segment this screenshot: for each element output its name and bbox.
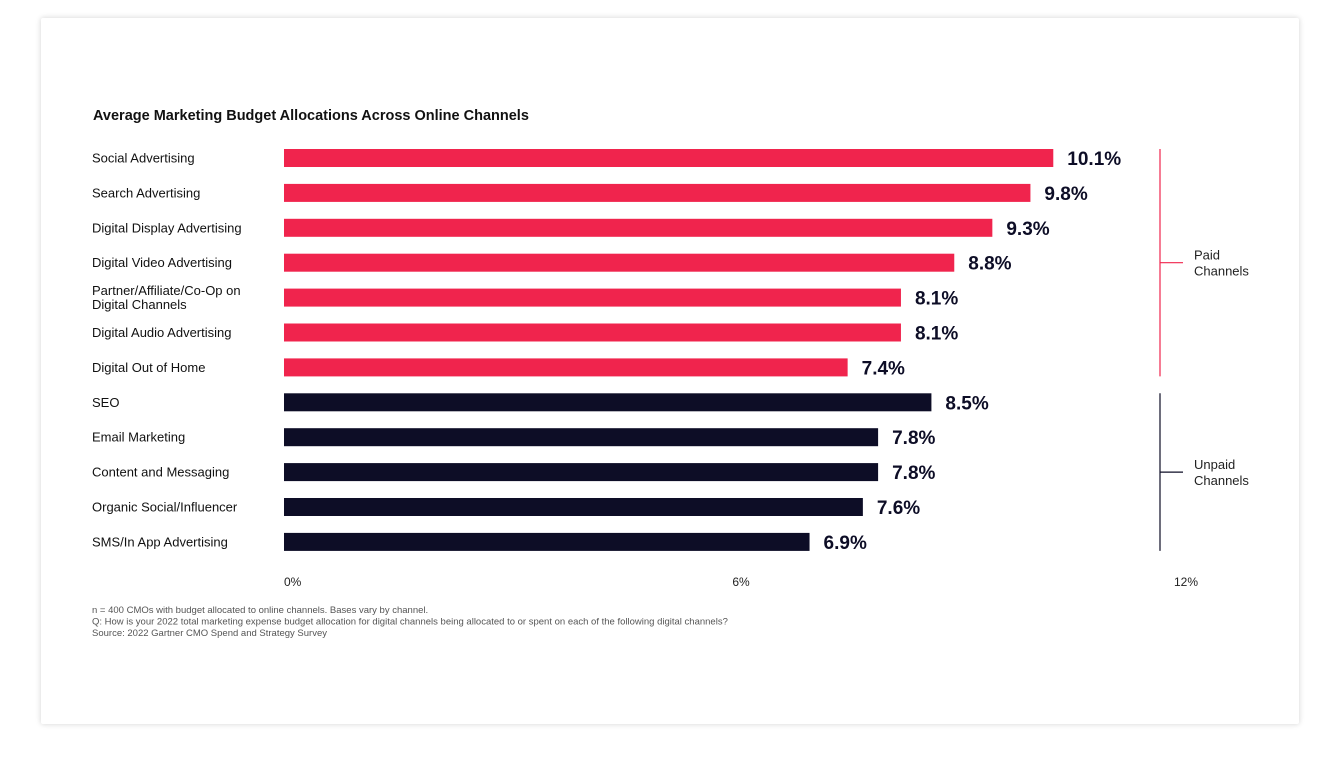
value-label: 8.1%	[915, 324, 958, 345]
bar	[284, 149, 1054, 167]
category-label: Organic Social/Influencer	[92, 500, 238, 515]
x-tick-label: 12%	[1174, 575, 1198, 589]
chart-card: Average Marketing Budget Allocations Acr…	[41, 18, 1299, 724]
bar	[284, 183, 1031, 202]
value-label: 9.8%	[1044, 184, 1087, 205]
bar	[284, 358, 848, 377]
x-axis-ticks: 0% 6% 12%	[284, 575, 1198, 589]
bar	[284, 253, 955, 272]
value-label: 7.4%	[862, 358, 905, 379]
value-label: 6.9%	[824, 533, 867, 554]
value-label: 10.1%	[1067, 149, 1121, 170]
category-label: Digital Audio Advertising	[92, 325, 231, 340]
bar	[284, 498, 863, 516]
bar	[284, 532, 810, 551]
x-tick-label: 6%	[732, 575, 750, 589]
category-label: SMS/In App Advertising	[92, 534, 228, 549]
bar	[284, 323, 901, 342]
value-label: 8.8%	[968, 254, 1011, 275]
bar	[284, 463, 879, 482]
bar	[284, 428, 879, 447]
value-label: 8.5%	[945, 393, 988, 414]
category-label: Partner/Affiliate/Co-Op on Digital Channe…	[92, 283, 241, 312]
group-brackets: Paid Channels Unpaid Channels	[1159, 149, 1249, 551]
bar	[284, 218, 993, 237]
category-label: Search Advertising	[92, 185, 200, 200]
category-label: SEO	[92, 395, 119, 410]
category-label: Social Advertising	[92, 151, 195, 166]
footnote-line: n = 400 CMOs with budget allocated to on…	[92, 605, 428, 616]
value-label: 7.8%	[892, 463, 935, 484]
x-tick-label: 0%	[284, 575, 302, 589]
chart-title: Average Marketing Budget Allocations Acr…	[93, 108, 529, 124]
bar	[284, 393, 932, 412]
footnotes: n = 400 CMOs with budget allocated to on…	[92, 605, 728, 639]
category-label: Content and Messaging	[92, 465, 229, 480]
bar-chart: Average Marketing Budget Allocations Acr…	[92, 108, 1249, 639]
footnote-line: Source: 2022 Gartner CMO Spend and Strat…	[92, 628, 327, 639]
bar	[284, 288, 901, 307]
value-label: 8.1%	[915, 289, 958, 310]
bars-group: Social Advertising 10.1% Search Advertisin…	[92, 149, 1121, 554]
group-label: Unpaid Channels	[1194, 457, 1249, 488]
category-label: Email Marketing	[92, 430, 185, 445]
footnote-line: Q: How is your 2022 total marketing expe…	[92, 617, 728, 628]
value-label: 9.3%	[1006, 219, 1049, 240]
category-label: Digital Display Advertising	[92, 220, 242, 235]
value-label: 7.8%	[892, 428, 935, 449]
group-label: Paid Channels	[1194, 248, 1249, 279]
category-label: Digital Video Advertising	[92, 255, 232, 270]
category-label: Digital Out of Home	[92, 360, 205, 375]
value-label: 7.6%	[877, 498, 920, 519]
